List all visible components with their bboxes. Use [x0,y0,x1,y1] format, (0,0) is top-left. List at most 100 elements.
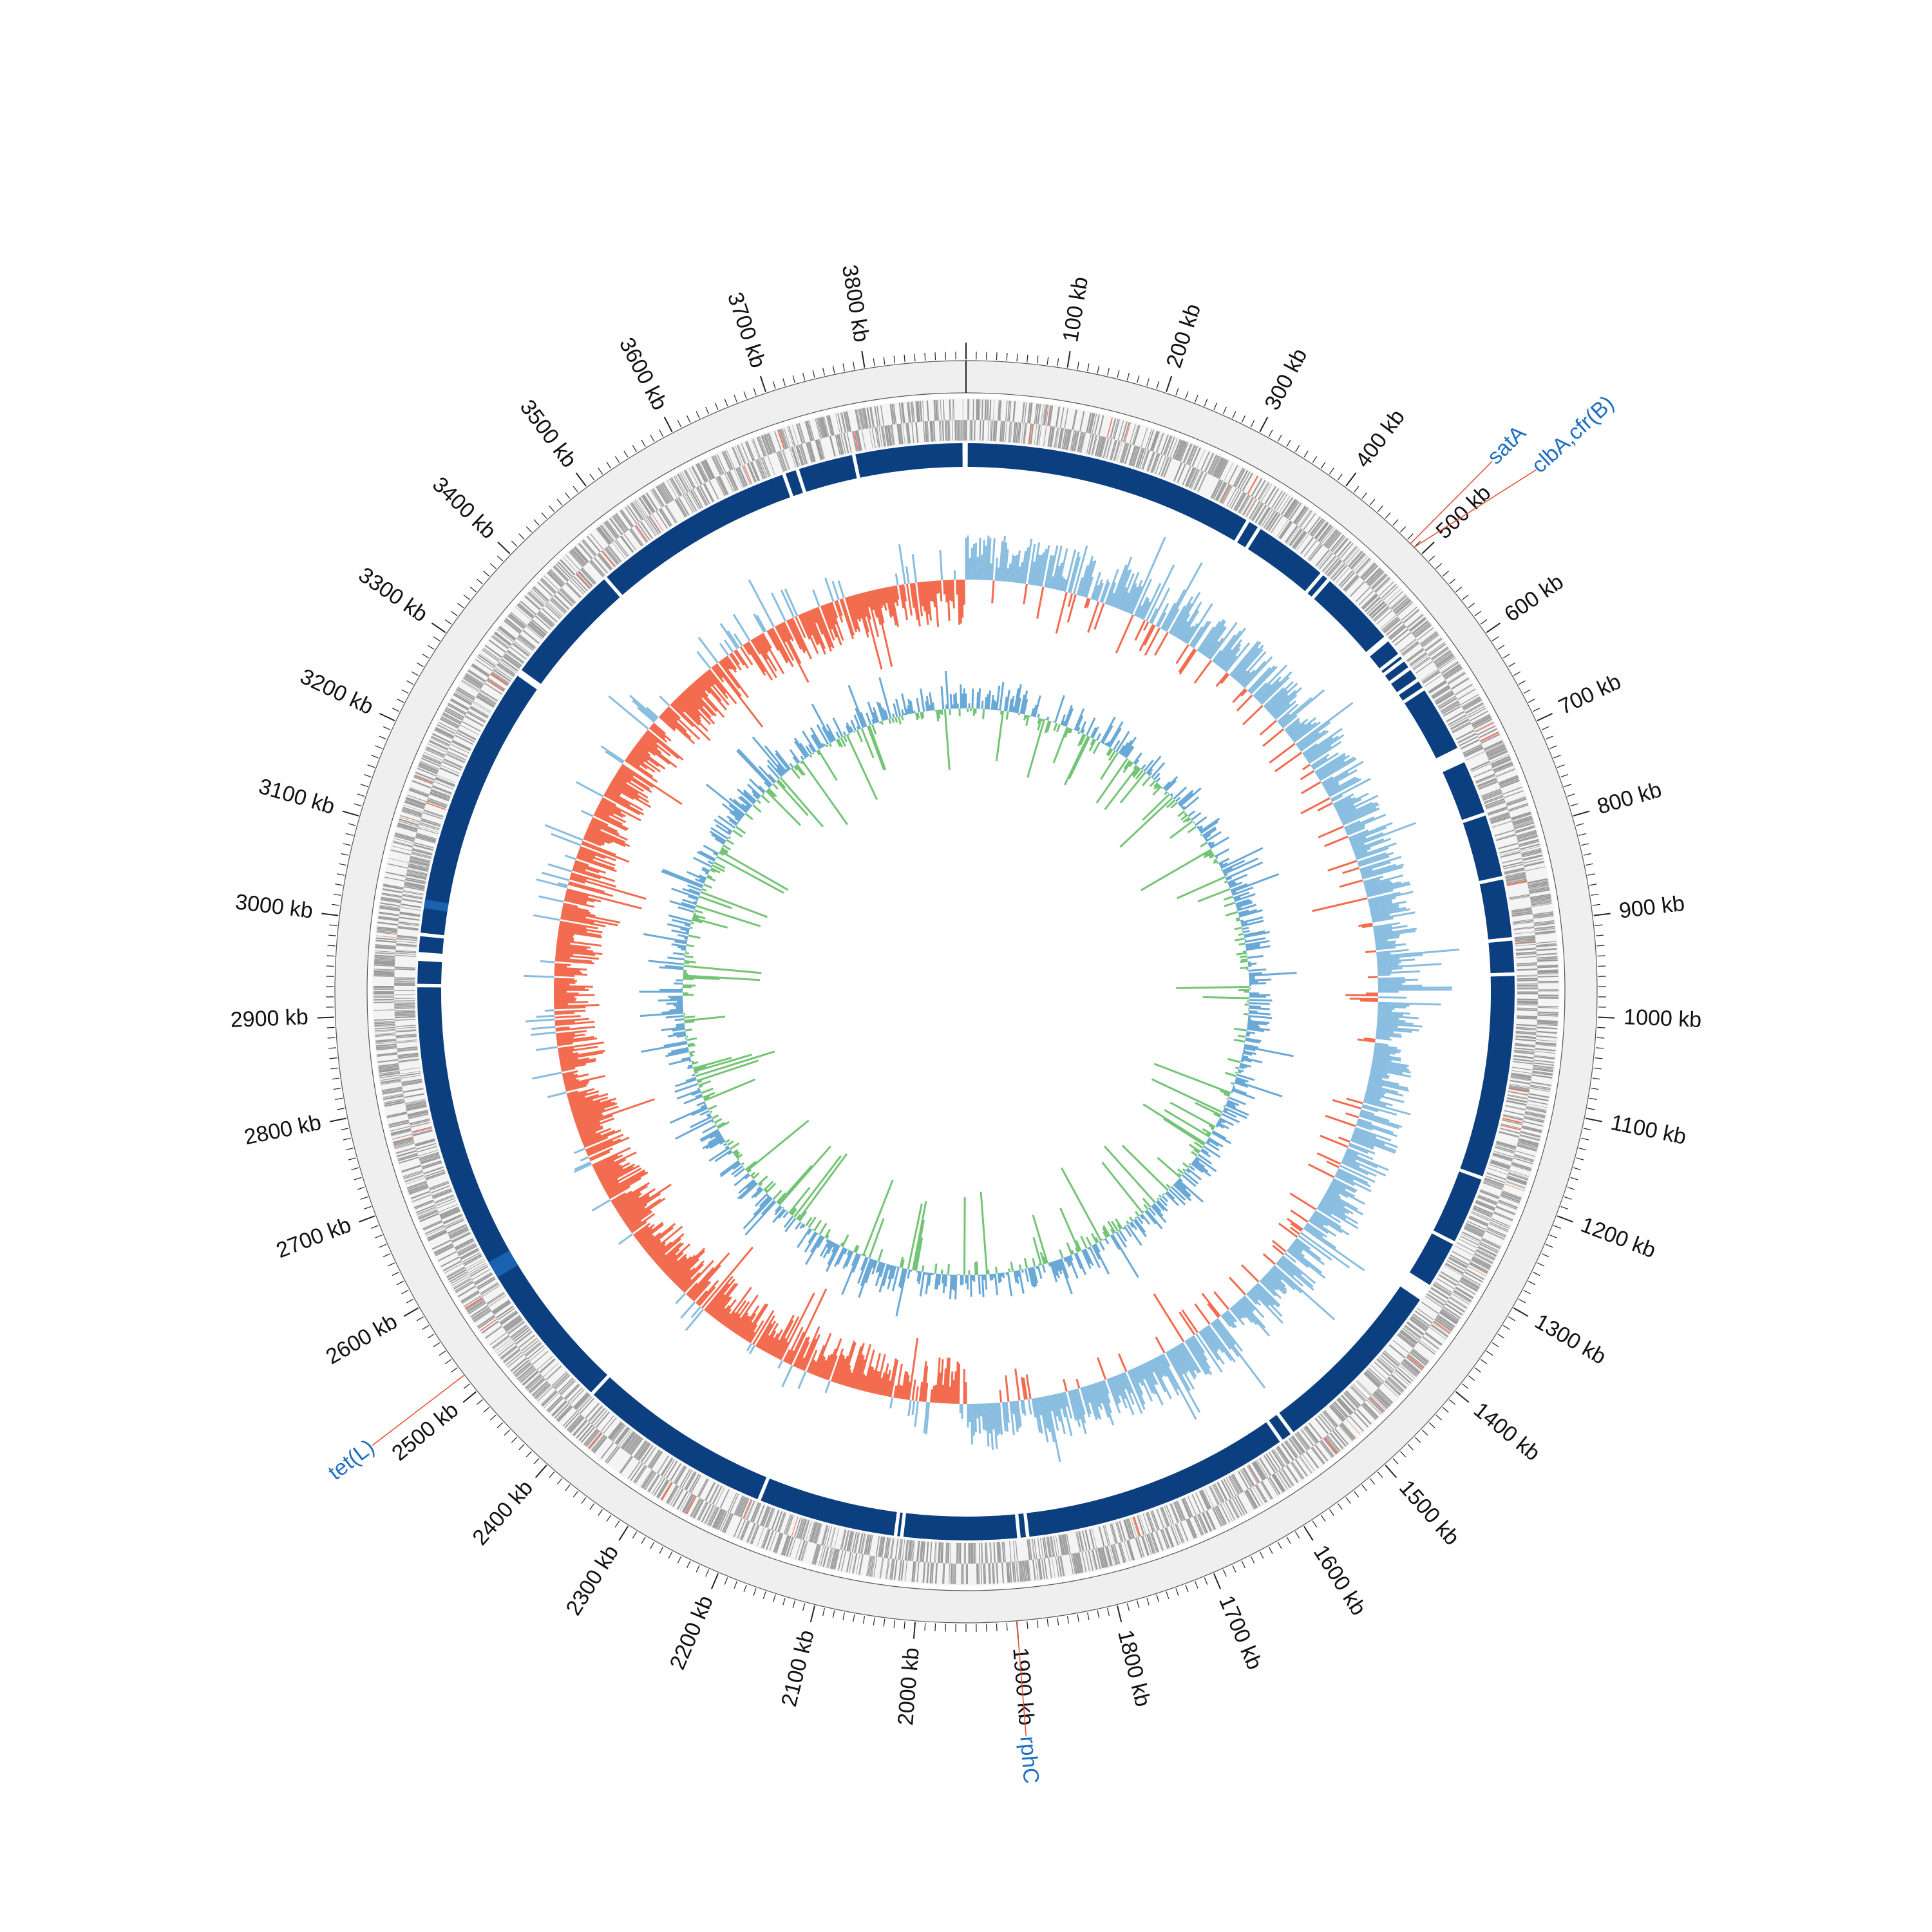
contig-segment [1370,641,1399,668]
cds-feature [1530,895,1551,900]
gc-bar [1230,883,1248,892]
cds-feature [614,514,628,532]
gc-bar [1223,895,1233,901]
gc-bar [1202,1128,1212,1135]
contig-segment [1479,879,1512,940]
cds-feature [399,913,421,917]
skew-bar [536,878,568,889]
cds-feature [1481,790,1502,799]
skew-bar [747,1331,755,1343]
cds-feature [771,1510,780,1530]
skew-bar [1316,1152,1341,1165]
cds-feature [709,1484,720,1504]
cds-feature [1044,404,1048,426]
gc-bar [1244,937,1266,943]
skew-bar [1282,1255,1316,1284]
skew-bar [1375,939,1388,943]
cds-feature [1172,1524,1181,1544]
skew-bar [651,724,672,742]
skew-bar [625,757,654,778]
skew-bar [690,684,703,699]
skew-bar [895,573,899,586]
gc-bar [1016,697,1021,714]
cds-feature [1506,880,1528,886]
cds-feature [471,665,489,677]
skew-bar [1271,687,1303,716]
cds-feature [1513,822,1535,829]
cds-feature [374,992,395,994]
skew-bar [1318,756,1356,780]
cds-feature [720,1511,730,1531]
gc-bar [1241,922,1248,925]
cds-feature [1463,699,1482,711]
cds-feature [1331,536,1346,553]
cds-feature [1469,1217,1488,1226]
cds-feature [1444,1303,1463,1316]
cds-feature [1164,1528,1173,1548]
cds-feature [1364,1372,1380,1388]
cds-feature [1021,1560,1024,1582]
skew-bar [1073,545,1088,594]
skew-bar [1376,943,1406,949]
cds-feature [1110,1523,1117,1544]
cds-feature [374,960,395,962]
skew-bar [760,634,785,674]
cds-feature [1325,1435,1340,1453]
cds-feature [395,1034,417,1036]
skew-bar [1201,1293,1221,1317]
gc-bar [1242,927,1249,931]
cds-feature [387,863,408,869]
cds-feature [1493,1211,1513,1220]
cds-feature [1264,510,1276,529]
skew-bar [1361,1106,1379,1113]
skew-bar [1290,1209,1309,1223]
cds-feature [475,659,493,672]
cds-feature [411,852,431,858]
cds-feature [1468,1265,1486,1276]
cds-feature [1226,1477,1236,1497]
cds-feature [529,1378,546,1394]
cds-feature [381,1081,402,1085]
cds-feature [705,1505,715,1524]
skew-bar [1192,621,1211,649]
cds-feature [779,451,786,471]
cds-feature [478,691,497,703]
skew-bar [1376,1033,1402,1038]
cds-feature [1415,625,1432,639]
cds-feature [497,663,515,677]
cds-feature [1191,447,1202,467]
cds-feature [544,604,561,620]
cds-feature [911,1540,914,1562]
cds-feature [1477,779,1497,788]
cds-feature [570,1417,585,1434]
cds-feature [621,509,634,527]
skew-bar [920,1361,927,1402]
skew-bar [690,1264,721,1300]
cds-feature [394,978,415,981]
cds-feature [1258,482,1270,501]
cds-feature [827,1548,833,1568]
cds-feature [1120,442,1127,463]
gc-bar [1233,1027,1247,1032]
cds-feature [1098,1526,1105,1547]
cds-feature [974,420,976,441]
cds-feature [1475,773,1495,783]
cds-feature [412,1193,431,1202]
cds-feature [479,653,497,666]
cds-feature [721,451,732,471]
cds-feature [773,1532,781,1553]
skew-bar [1035,1397,1043,1434]
skew-bar [1003,549,1009,582]
skew-bar [596,807,627,824]
cds-feature [1428,1291,1447,1303]
skew-bar [1145,1361,1159,1385]
skew-bar [627,1209,652,1227]
cds-feature [582,540,596,556]
cds-feature [392,846,412,851]
cds-feature [583,1428,598,1445]
skew-bar [1326,1160,1340,1168]
cds-feature [1206,1510,1217,1530]
cds-feature [1339,543,1354,560]
cds-feature [473,1309,491,1322]
cds-feature [1215,459,1226,478]
